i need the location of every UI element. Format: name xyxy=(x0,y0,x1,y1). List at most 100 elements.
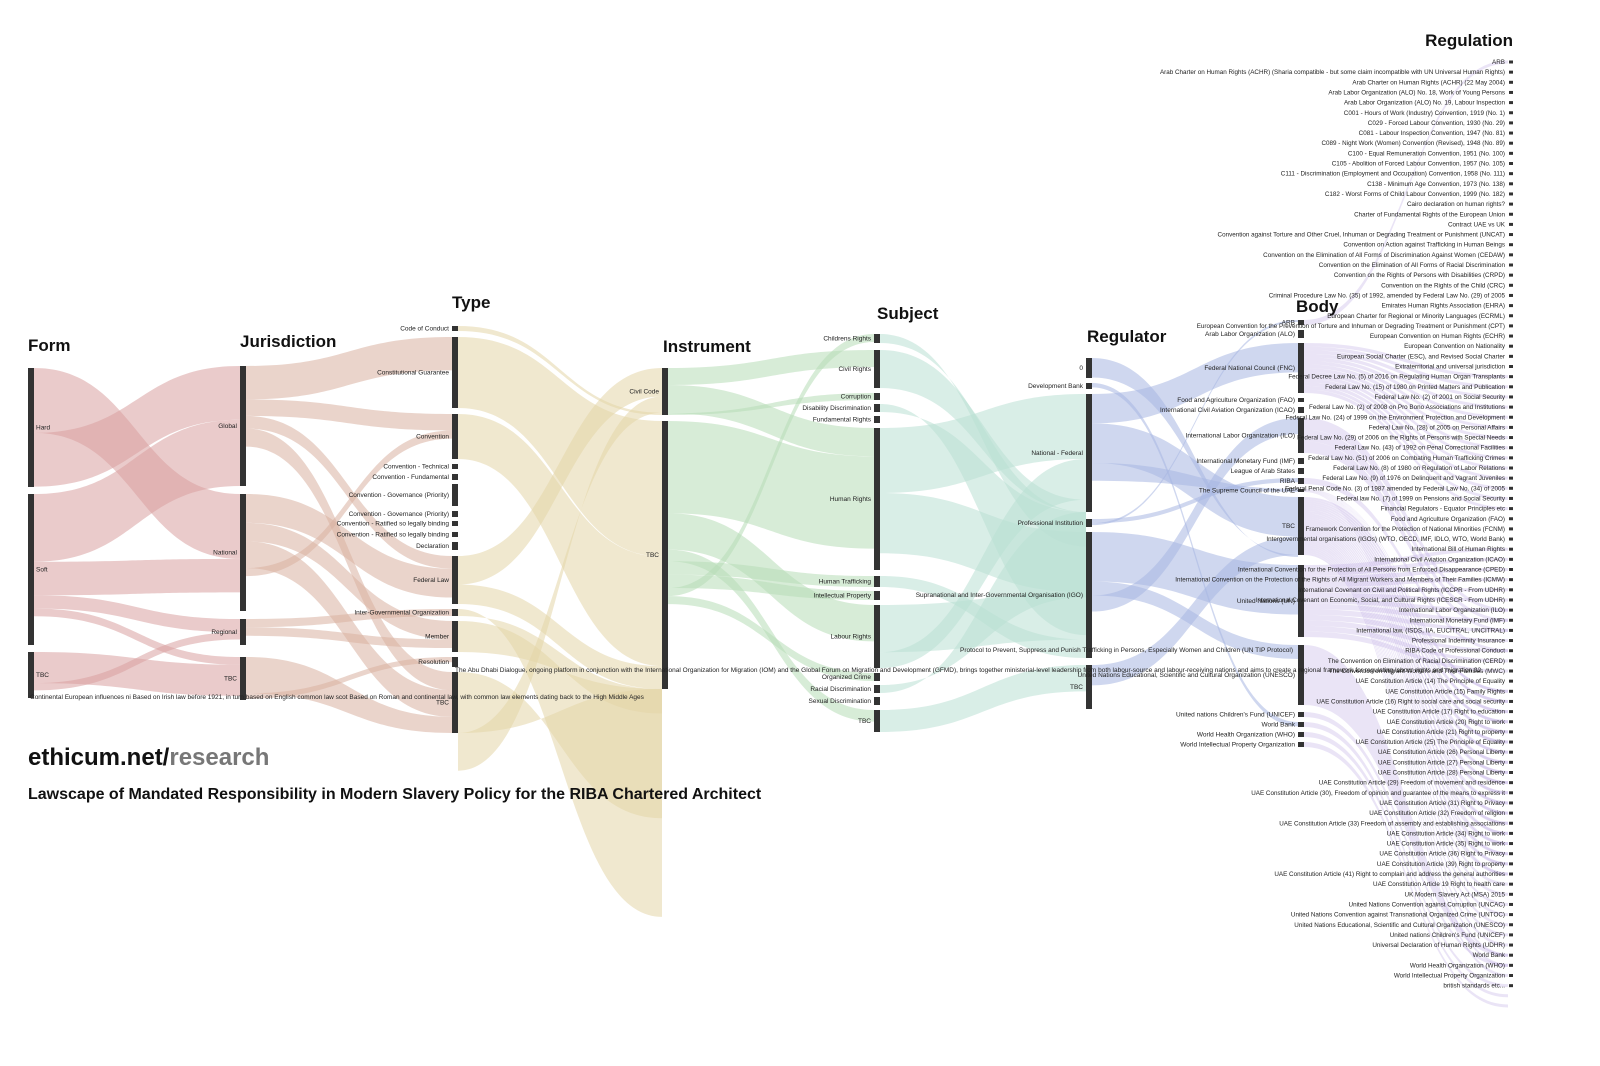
node-type[interactable] xyxy=(452,337,458,408)
node-body[interactable] xyxy=(1298,418,1304,453)
node-instrument[interactable] xyxy=(662,421,668,689)
node-regulator[interactable] xyxy=(1086,532,1092,658)
node-type[interactable] xyxy=(452,484,458,506)
node-body[interactable] xyxy=(1298,330,1304,338)
node-regulation[interactable] xyxy=(1509,568,1513,571)
node-regulation[interactable] xyxy=(1509,496,1513,500)
node-subject[interactable] xyxy=(874,673,880,681)
node-regulation[interactable] xyxy=(1509,375,1513,379)
node-form[interactable] xyxy=(28,368,34,487)
node-regulation[interactable] xyxy=(1509,608,1513,612)
node-regulation[interactable] xyxy=(1509,547,1513,551)
node-regulation[interactable] xyxy=(1509,446,1513,450)
node-regulation[interactable] xyxy=(1509,304,1513,308)
node-regulation[interactable] xyxy=(1509,974,1513,977)
node-regulation[interactable] xyxy=(1509,70,1513,74)
node-regulation[interactable] xyxy=(1509,527,1513,531)
node-regulation[interactable] xyxy=(1509,750,1513,754)
node-type[interactable] xyxy=(452,474,458,480)
node-regulation[interactable] xyxy=(1509,486,1513,490)
node-regulation[interactable] xyxy=(1509,141,1513,145)
node-regulation[interactable] xyxy=(1509,892,1513,896)
node-subject[interactable] xyxy=(874,576,880,587)
node-body[interactable] xyxy=(1298,468,1304,474)
node-regulation[interactable] xyxy=(1509,801,1513,805)
node-regulation[interactable] xyxy=(1509,507,1513,511)
node-regulation[interactable] xyxy=(1509,639,1513,643)
node-regulation[interactable] xyxy=(1509,953,1513,957)
node-regulation[interactable] xyxy=(1509,283,1513,287)
node-regulation[interactable] xyxy=(1509,273,1513,277)
node-subject[interactable] xyxy=(874,416,880,423)
node-regulation[interactable] xyxy=(1509,984,1513,988)
node-regulation[interactable] xyxy=(1509,679,1513,683)
node-regulation[interactable] xyxy=(1509,862,1513,866)
node-jurisdiction[interactable] xyxy=(240,366,246,486)
node-type[interactable] xyxy=(452,326,458,331)
node-subject[interactable] xyxy=(874,334,880,343)
node-regulation[interactable] xyxy=(1509,162,1513,165)
node-regulation[interactable] xyxy=(1509,902,1513,906)
node-regulation[interactable] xyxy=(1509,344,1513,348)
brand-url[interactable]: ethicum.net/research xyxy=(28,744,269,772)
node-body[interactable] xyxy=(1298,407,1304,413)
node-form[interactable] xyxy=(28,494,34,645)
node-regulation[interactable] xyxy=(1509,730,1513,734)
node-type[interactable] xyxy=(452,672,458,733)
node-body[interactable] xyxy=(1298,565,1304,637)
node-regulation[interactable] xyxy=(1509,334,1513,338)
node-body[interactable] xyxy=(1298,497,1304,555)
node-regulation[interactable] xyxy=(1509,151,1513,155)
node-regulator[interactable] xyxy=(1086,358,1092,378)
node-regulation[interactable] xyxy=(1509,720,1513,724)
node-regulation[interactable] xyxy=(1509,263,1513,267)
node-regulation[interactable] xyxy=(1509,598,1513,602)
node-regulation[interactable] xyxy=(1509,192,1513,196)
node-regulation[interactable] xyxy=(1509,80,1513,84)
node-body[interactable] xyxy=(1298,489,1304,492)
node-type[interactable] xyxy=(452,556,458,604)
node-body[interactable] xyxy=(1298,732,1304,737)
node-regulation[interactable] xyxy=(1509,791,1513,795)
node-regulation[interactable] xyxy=(1509,578,1513,582)
node-subject[interactable] xyxy=(874,697,880,705)
node-regulation[interactable] xyxy=(1509,466,1513,470)
node-regulation[interactable] xyxy=(1509,354,1513,358)
node-subject[interactable] xyxy=(874,428,880,570)
node-regulator[interactable] xyxy=(1086,394,1092,512)
node-form[interactable] xyxy=(28,652,34,698)
node-regulation[interactable] xyxy=(1509,436,1513,440)
node-body[interactable] xyxy=(1298,478,1304,484)
node-jurisdiction[interactable] xyxy=(240,657,246,700)
node-regulation[interactable] xyxy=(1509,111,1513,115)
node-instrument[interactable] xyxy=(662,368,668,415)
node-regulation[interactable] xyxy=(1509,60,1513,64)
node-regulation[interactable] xyxy=(1509,415,1513,419)
node-body[interactable] xyxy=(1298,398,1304,402)
node-type[interactable] xyxy=(452,414,458,459)
node-regulator[interactable] xyxy=(1086,383,1092,389)
node-regulation[interactable] xyxy=(1509,517,1513,521)
node-subject[interactable] xyxy=(874,350,880,388)
node-body[interactable] xyxy=(1298,712,1304,717)
node-regulation[interactable] xyxy=(1509,649,1513,653)
node-regulation[interactable] xyxy=(1509,852,1513,856)
node-regulation[interactable] xyxy=(1509,831,1513,835)
node-regulation[interactable] xyxy=(1509,121,1513,125)
node-regulation[interactable] xyxy=(1509,253,1513,257)
node-type[interactable] xyxy=(452,521,458,526)
node-regulation[interactable] xyxy=(1509,202,1513,206)
node-type[interactable] xyxy=(452,542,458,550)
node-regulation[interactable] xyxy=(1509,933,1513,937)
node-type[interactable] xyxy=(452,621,458,652)
node-regulation[interactable] xyxy=(1509,882,1513,886)
node-regulation[interactable] xyxy=(1509,689,1513,693)
node-regulation[interactable] xyxy=(1509,963,1513,967)
node-regulation[interactable] xyxy=(1509,324,1513,328)
node-regulation[interactable] xyxy=(1509,395,1513,399)
node-regulation[interactable] xyxy=(1509,233,1513,237)
node-regulation[interactable] xyxy=(1509,923,1513,927)
node-body[interactable] xyxy=(1298,343,1304,393)
node-regulation[interactable] xyxy=(1509,557,1513,561)
node-regulation[interactable] xyxy=(1509,365,1513,368)
